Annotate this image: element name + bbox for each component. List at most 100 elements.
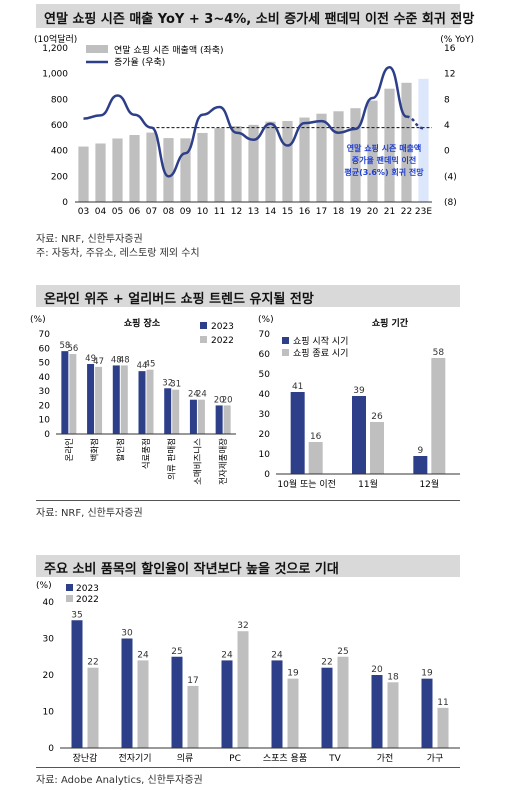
data-label: 31 [170, 380, 181, 390]
y-tick: 40 [259, 390, 271, 400]
legend-label-growth: 증가율 (우축) [114, 57, 165, 68]
legend-swatch-2023 [200, 322, 207, 329]
legend-label: 쇼핑 시작 시기 [293, 336, 348, 347]
data-label: 58 [433, 348, 445, 358]
y-tick: 0 [48, 744, 54, 754]
section-title-1: 연말 쇼핑 시즌 매출 YoY + 3~4%, 소비 증가세 팬데믹 이전 수준… [44, 12, 475, 27]
y-unit: (%) [30, 315, 46, 325]
bar-sales [282, 121, 293, 202]
chart-title: 쇼핑 장소 [124, 317, 161, 329]
y-tick: 50 [259, 370, 271, 380]
y-right-tick: (8) [444, 198, 457, 208]
y-right-tick: 4 [444, 121, 450, 131]
y-tick: 70 [259, 330, 271, 340]
bar-2022 [87, 667, 99, 748]
bar-sales [112, 138, 123, 202]
data-label: 24 [221, 650, 233, 660]
source-2: 자료: NRF, 신한투자증권 [36, 508, 143, 519]
x-tick: 19 [350, 207, 362, 217]
x-tick: 06 [129, 207, 141, 217]
section-title-band-1: 연말 쇼핑 시즌 매출 YoY + 3~4%, 소비 증가세 팬데믹 이전 수준… [36, 4, 474, 28]
bar-2022 [187, 685, 199, 748]
y-left-unit: (10억달러) [34, 33, 77, 45]
bar-sales [214, 128, 225, 202]
x-tick: 07 [146, 207, 157, 217]
y-left-tick: 1,000 [42, 70, 68, 80]
source-1: 자료: NRF, 신한투자증권 [36, 234, 143, 245]
x-tick: 18 [333, 207, 345, 217]
y-right-tick: 16 [444, 44, 456, 54]
x-tick: 16 [299, 207, 311, 217]
y-unit: (%) [258, 315, 274, 325]
x-tick: 전자제품매장 [218, 438, 229, 485]
x-tick: 13 [248, 207, 259, 217]
x-tick: 14 [265, 207, 277, 217]
x-tick: 04 [95, 207, 107, 217]
x-tick: 소매비즈니스 [192, 438, 203, 485]
y-tick: 0 [44, 430, 50, 440]
y-unit: (%) [36, 581, 52, 591]
y-left-tick: 800 [51, 95, 68, 105]
bar-2023 [221, 660, 233, 748]
section-title-2: 온라인 위주 + 얼리버드 쇼핑 트렌드 유지될 전망 [44, 292, 314, 307]
chart-discount-rate: (%) 0 10 20 30 40 35 22 30 24 25 17 24 32 24 19 22 25 20 18… [36, 581, 460, 764]
section-title-band-3: 주요 소비 품목의 할인율이 작년보다 높을 것으로 기대 [36, 555, 460, 577]
bar-sales [197, 132, 208, 202]
x-tick: 03 [78, 207, 89, 217]
bar-2022 [137, 660, 149, 748]
legend-label: 쇼핑 종료 시기 [293, 348, 348, 359]
x-tick: 11 [214, 207, 225, 217]
x-tick: 08 [163, 207, 175, 217]
bar-2022 [146, 369, 154, 434]
bar-sales [95, 143, 106, 202]
data-label: 25 [171, 647, 182, 657]
legend-label: 2022 [76, 595, 99, 605]
x-tick: 15 [282, 207, 293, 217]
bar-쇼핑 종료 시기 [370, 422, 384, 474]
data-label: 45 [145, 360, 156, 370]
data-label: 19 [287, 669, 299, 679]
data-label: 20 [222, 395, 233, 405]
data-label: 18 [387, 672, 399, 682]
bar-2023 [112, 365, 120, 434]
y-left-tick: 1,200 [42, 44, 68, 54]
data-label: 17 [187, 676, 198, 686]
bar-sales [367, 100, 378, 202]
legend-swatch-2022 [200, 336, 207, 343]
y-left-tick: 200 [51, 172, 68, 182]
x-tick: PC [229, 754, 241, 764]
data-label: 19 [421, 669, 433, 679]
bar-2022 [120, 365, 128, 434]
y-tick: 20 [259, 430, 271, 440]
x-tick: 의류 [177, 753, 194, 764]
legend-swatch-쇼핑 종료 시기 [282, 349, 289, 356]
series-line-growth-forecast [406, 115, 424, 130]
legend-swatch-2023 [66, 584, 73, 591]
bar-2023 [61, 351, 69, 434]
y-tick: 40 [43, 598, 55, 608]
y-tick: 20 [43, 671, 55, 681]
y-right-tick: 8 [444, 95, 450, 105]
x-tick: TV [328, 754, 341, 764]
bar-2023 [321, 667, 333, 748]
x-tick: 스포츠 용품 [263, 753, 307, 764]
data-label: 47 [93, 357, 104, 367]
bar-sales [163, 138, 174, 202]
y-tick: 60 [39, 344, 51, 354]
x-tick: 11월 [358, 478, 378, 490]
x-tick: 가전 [377, 753, 394, 764]
bar-sales [316, 113, 327, 202]
x-tick: 10 [197, 207, 209, 217]
data-label: 32 [162, 378, 173, 388]
y-tick: 10 [39, 416, 51, 426]
y-tick: 0 [264, 470, 270, 480]
legend-swatch-쇼핑 시작 시기 [282, 337, 289, 344]
data-label: 41 [292, 382, 303, 392]
bar-2023 [121, 638, 133, 748]
data-label: 24 [271, 650, 283, 660]
data-label: 24 [137, 650, 149, 660]
bar-2023 [421, 678, 433, 748]
bar-2023 [138, 371, 146, 434]
data-label: 20 [371, 665, 383, 675]
y-tick: 40 [39, 373, 51, 383]
